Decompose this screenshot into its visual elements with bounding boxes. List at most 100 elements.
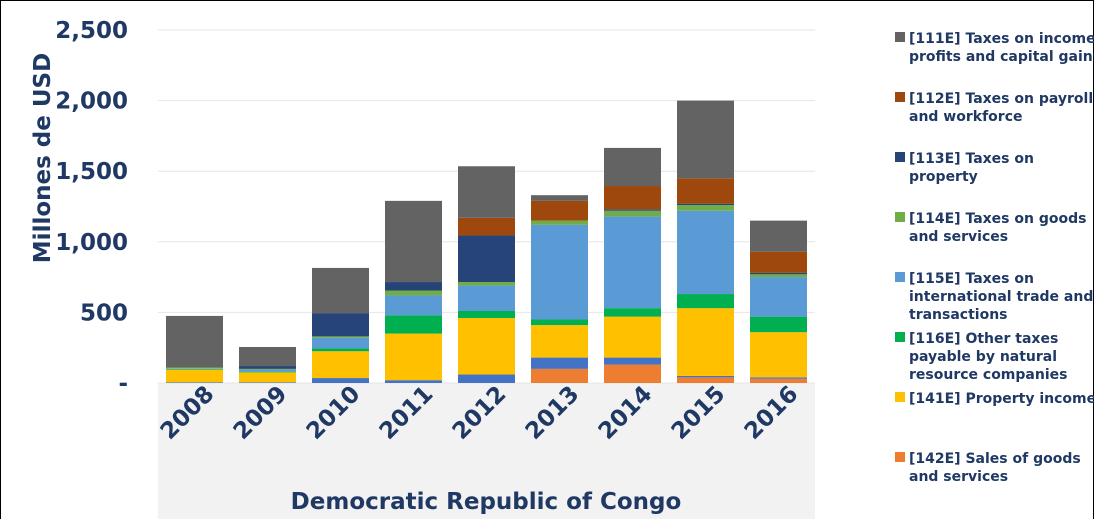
bar-segment [312, 378, 369, 383]
x-axis-title: Democratic Republic of Congo [291, 489, 682, 515]
bar-segment [750, 272, 807, 275]
bar-segment [604, 316, 661, 358]
bar-segment [458, 235, 515, 283]
bar-segment [604, 216, 661, 309]
bar-segment [531, 220, 588, 225]
bar-segment [750, 277, 807, 317]
legend-entry: [114E] Taxes on goods and services [909, 211, 1086, 245]
bar-segment [677, 205, 734, 211]
y-tick-label: 2,500 [55, 18, 128, 44]
bar-segment [604, 364, 661, 383]
y-tick-labels: - 500 1,000 1,500 2,000 2,500 [55, 18, 128, 397]
bar-segment [385, 282, 442, 291]
bar-segment [604, 357, 661, 365]
bar-segment [604, 147, 661, 187]
bar-segment [531, 195, 588, 201]
legend-entry: [112E] Taxes on payroll and workforce [909, 91, 1093, 125]
bar-segment [385, 333, 442, 381]
bar-segment [385, 290, 442, 296]
bar-segment [166, 382, 223, 383]
legend-entry: [111E] Taxes on income, profits and capit… [909, 31, 1094, 65]
bar-segment [458, 217, 515, 236]
bar-segment [166, 367, 223, 369]
bar-segment [385, 315, 442, 334]
bar-segment [750, 220, 807, 252]
bar-segment [677, 178, 734, 204]
bar-segment [677, 210, 734, 295]
bar-segment [166, 368, 223, 370]
bar-segment [531, 368, 588, 383]
legend-entry: [141E] Property income [909, 391, 1094, 407]
bar-segment [166, 369, 223, 383]
bar-segment [239, 369, 296, 372]
y-tick-label: 1,500 [55, 159, 128, 185]
bar-segment [385, 295, 442, 316]
bar-segment [531, 357, 588, 369]
legend-entry: [116E] Other taxes payable by natural reso… [909, 331, 1067, 383]
bar-segment [458, 310, 515, 319]
bar-segment [677, 100, 734, 179]
bar-segment [312, 336, 369, 338]
bar-segment [677, 377, 734, 383]
bar-segment [750, 377, 807, 379]
legend-swatch [895, 392, 905, 402]
bar-segment [458, 374, 515, 383]
bar-segment [166, 315, 223, 368]
legend-swatch [895, 272, 905, 282]
bar-segment [677, 203, 734, 206]
bar-segment [750, 332, 807, 378]
bar-segment [239, 368, 296, 370]
bar-segment [750, 378, 807, 383]
x-axis-band [158, 383, 815, 519]
legend-entry: [113E] Taxes on property [909, 151, 1034, 185]
bar-segment [239, 366, 296, 369]
bar-segment [458, 318, 515, 375]
bar-segment [750, 316, 807, 333]
bar-segment [604, 209, 661, 211]
bar-segment [458, 282, 515, 286]
bar-segment [239, 371, 296, 373]
legend: [111E] Taxes on income, profits and capit… [895, 31, 1094, 485]
bar-segment [531, 200, 588, 221]
y-tick-label: 1,000 [55, 230, 128, 256]
bar-segment [531, 325, 588, 358]
y-tick-label: 2,000 [55, 89, 128, 115]
bar-segment [677, 294, 734, 309]
bar-segment [239, 346, 296, 367]
legend-swatch [895, 92, 905, 102]
bar-segment [166, 368, 223, 369]
bar-segment [312, 348, 369, 352]
bar-segment [239, 372, 296, 383]
bar-segment [604, 210, 661, 217]
bar-segment [531, 224, 588, 320]
y-axis-title: Millones de USD [30, 53, 56, 263]
bar-segment [385, 380, 442, 383]
y-tick-label: - [118, 371, 128, 397]
bar-segment [312, 267, 369, 314]
legend-swatch [895, 152, 905, 162]
bars [166, 100, 807, 383]
bar-segment [677, 308, 734, 376]
bar-segment [458, 285, 515, 311]
bar-segment [750, 274, 807, 278]
bar-segment [312, 313, 369, 337]
legend-swatch [895, 32, 905, 42]
legend-entry: [142E] Sales of goods and services [909, 451, 1081, 485]
y-tick-label: 500 [80, 300, 128, 326]
bar-segment [312, 351, 369, 379]
bar-segment [604, 308, 661, 317]
bar-segment [604, 186, 661, 210]
bar-segment [677, 375, 734, 378]
bar-segment [458, 166, 515, 218]
legend-swatch [895, 452, 905, 462]
bar-segment [239, 382, 296, 383]
bar-segment [312, 337, 369, 349]
legend-entry: [115E] Taxes on international trade and tr… [909, 271, 1093, 323]
bar-segment [531, 319, 588, 326]
bar-segment [750, 251, 807, 273]
legend-swatch [895, 332, 905, 342]
bar-segment [385, 200, 442, 283]
legend-swatch [895, 212, 905, 222]
